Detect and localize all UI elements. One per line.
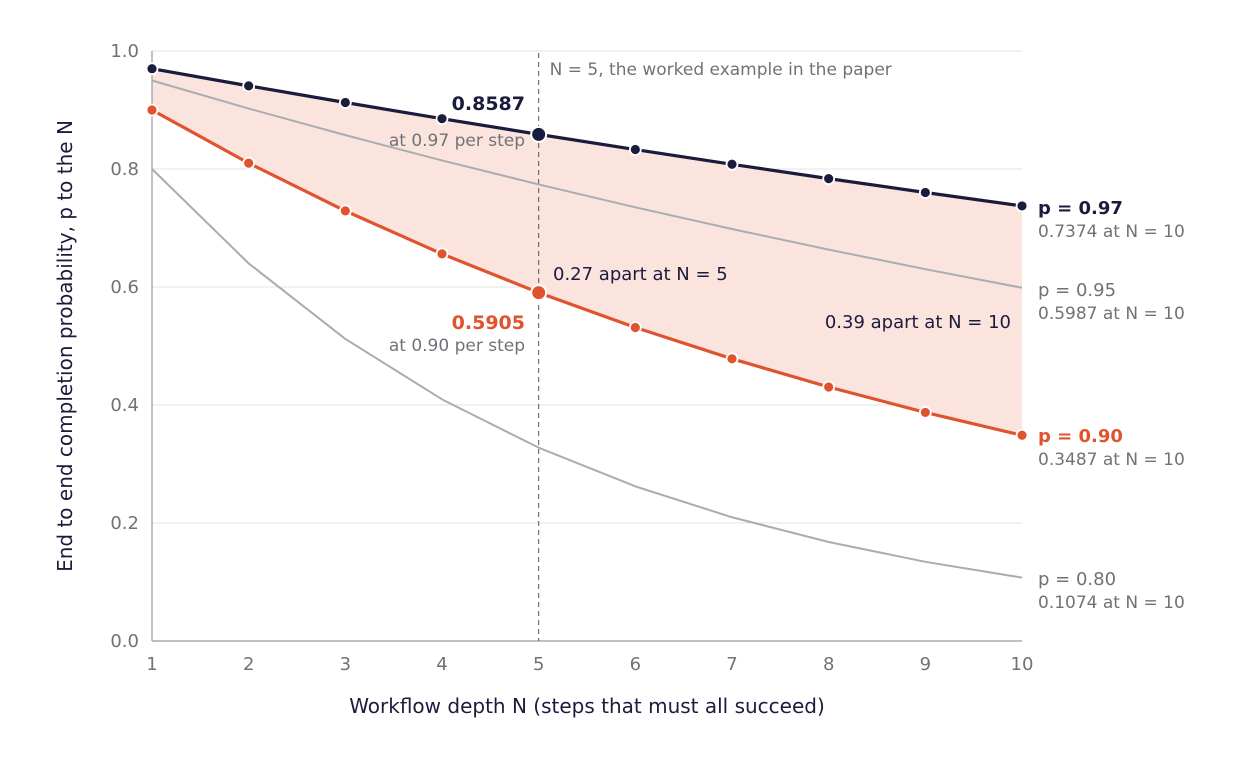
series-lines (151, 67, 1023, 579)
data-point (435, 247, 449, 261)
x-tick-label: 2 (243, 654, 254, 675)
data-point (435, 112, 449, 126)
x-tick-label: 8 (823, 654, 834, 675)
data-point (725, 352, 739, 366)
data-point (242, 156, 256, 170)
shaded-gap-band (152, 68, 1022, 436)
x-tick-label: 10 (1011, 654, 1034, 675)
data-point (822, 380, 836, 394)
y-tick-label: 0.6 (110, 277, 139, 298)
high-value-subtext: at 0.97 per step (389, 131, 525, 151)
series-line (151, 168, 1023, 579)
x-tick-label: 1 (146, 654, 157, 675)
reference-line-group: N = 5, the worked example in the paper (538, 53, 892, 641)
x-tick-label: 3 (340, 654, 351, 675)
y-tick-label: 1.0 (110, 41, 139, 62)
data-point (145, 62, 159, 76)
data-point (338, 204, 352, 218)
x-axis-title: Workflow depth N (steps that must all su… (349, 694, 825, 718)
series-name-label: p = 0.90 (1038, 426, 1123, 447)
series-end-value-label: 0.1074 at N = 10 (1038, 593, 1185, 613)
data-point (242, 79, 256, 93)
data-point (1015, 199, 1029, 213)
data-point (628, 321, 642, 334)
series-line (151, 108, 1023, 437)
data-point (530, 284, 548, 302)
gap-n10-annotation: 0.39 apart at N = 10 (825, 312, 1011, 333)
series-points (145, 62, 1029, 442)
data-point (822, 172, 836, 186)
y-tick-label: 0.8 (110, 159, 139, 180)
data-point (918, 186, 932, 199)
y-tick-label: 0.4 (110, 395, 139, 416)
tick-labels: 0.0 0.2 0.4 0.6 0.8 1.0 1 2 3 4 5 6 7 8 9 10 (110, 41, 1033, 675)
reference-line-label: N = 5, the worked example in the paper (550, 60, 892, 80)
series-line (151, 79, 1023, 289)
axes (151, 51, 1022, 642)
x-tick-label: 9 (920, 654, 931, 675)
series-end-labels: p = 0.97 0.7374 at N = 10 p = 0.95 0.5987 a… (1038, 198, 1185, 613)
low-value-subtext: at 0.90 per step (389, 336, 525, 356)
data-point (145, 103, 159, 117)
data-point (1015, 428, 1029, 442)
series-line (151, 67, 1023, 208)
y-axis-title: End to end completion probability, p to … (53, 120, 77, 572)
x-tick-label: 5 (533, 654, 544, 675)
high-value-annotation: 0.8587 (452, 93, 525, 115)
data-point (628, 143, 642, 156)
series-name-label: p = 0.80 (1038, 569, 1116, 590)
data-point (530, 125, 548, 143)
low-value-annotation: 0.5905 (452, 312, 525, 334)
data-point (338, 96, 352, 109)
x-tick-label: 7 (726, 654, 737, 675)
data-point (918, 406, 932, 419)
y-tick-label: 0.2 (110, 513, 139, 534)
x-tick-label: 4 (436, 654, 447, 675)
series-end-value-label: 0.3487 at N = 10 (1038, 450, 1185, 470)
series-name-label: p = 0.95 (1038, 280, 1116, 301)
series-end-value-label: 0.5987 at N = 10 (1038, 304, 1185, 324)
series-name-label: p = 0.97 (1038, 198, 1123, 219)
series-end-value-label: 0.7374 at N = 10 (1038, 222, 1185, 242)
y-tick-label: 0.0 (110, 631, 139, 652)
x-tick-label: 6 (630, 654, 641, 675)
data-point (725, 157, 739, 171)
gap-n5-annotation: 0.27 apart at N = 5 (553, 264, 728, 285)
